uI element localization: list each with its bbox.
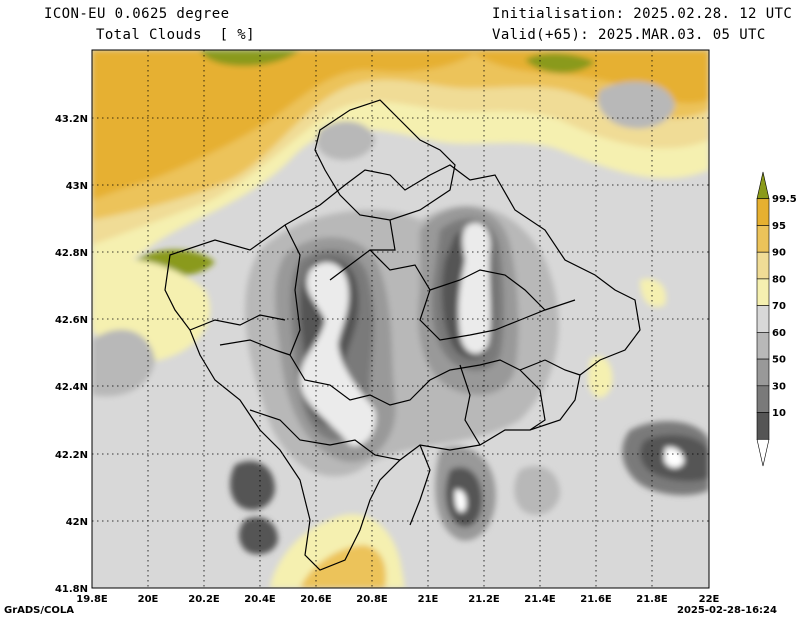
lat-tick: 42.2N	[55, 450, 88, 461]
lat-tick: 43.2N	[55, 114, 88, 125]
lat-axis: 43.2N 43N 42.8N 42.6N 42.4N 42.2N 42N 41…	[55, 114, 88, 595]
software-credit: GrADS/COLA	[4, 605, 74, 616]
cloud-field	[92, 50, 709, 588]
lat-tick: 42N	[66, 517, 88, 528]
legend-color-band	[756, 412, 770, 440]
legend-color-band	[756, 438, 770, 467]
legend-color-band	[756, 278, 770, 306]
lat-tick: 42.8N	[55, 248, 88, 259]
lat-tick: 42.4N	[55, 382, 88, 393]
lon-tick: 21.4E	[524, 594, 556, 605]
variable-title: Total Clouds [ %]	[96, 27, 255, 43]
lat-tick: 41.8N	[55, 584, 88, 595]
boundaries	[164, 99, 641, 571]
lon-tick: 21E	[418, 594, 439, 605]
lon-tick: 21.2E	[468, 594, 500, 605]
legend-label: 70	[772, 301, 786, 312]
legend-color-band	[756, 358, 770, 387]
lon-tick: 20.8E	[356, 594, 388, 605]
legend-label: 30	[772, 381, 786, 392]
lon-tick: 20E	[138, 594, 159, 605]
legend-label: 50	[772, 355, 786, 366]
legend-label: 10	[772, 408, 786, 419]
valid-time: Valid(+65): 2025.MAR.03. 05 UTC	[492, 27, 766, 43]
colorbar-legend: 99.5 95 90 80 70 60 50 30 10	[756, 171, 797, 467]
lon-tick: 20.2E	[188, 594, 220, 605]
legend-color-band	[756, 171, 770, 200]
legend-label: 90	[772, 248, 786, 259]
lat-tick: 43N	[66, 181, 88, 192]
legend-color-band	[756, 251, 770, 280]
legend-label: 95	[772, 221, 786, 232]
legend-color-band	[756, 305, 770, 333]
initialisation-time: Initialisation: 2025.02.28. 12 UTC	[492, 6, 793, 22]
model-title: ICON-EU 0.0625 degree	[44, 6, 230, 22]
legend-label: 80	[772, 274, 786, 285]
map-frame	[91, 49, 710, 589]
lon-tick: 20.4E	[244, 594, 276, 605]
legend-color-band	[756, 385, 770, 413]
lon-tick: 20.6E	[300, 594, 332, 605]
legend-color-band	[756, 332, 770, 360]
lon-tick: 19.8E	[76, 594, 108, 605]
lat-tick: 42.6N	[55, 315, 88, 326]
plot-timestamp: 2025-02-28-16:24	[677, 605, 777, 616]
legend-color-band	[756, 225, 770, 253]
legend-label: 60	[772, 328, 786, 339]
lon-tick: 21.6E	[580, 594, 612, 605]
legend-label: 99.5	[772, 194, 797, 205]
lon-axis: 19.8E 20E 20.2E 20.4E 20.6E 20.8E 21E 21…	[76, 594, 719, 605]
legend-color-band	[756, 198, 770, 226]
lon-tick: 22E	[699, 594, 720, 605]
lon-tick: 21.8E	[636, 594, 668, 605]
